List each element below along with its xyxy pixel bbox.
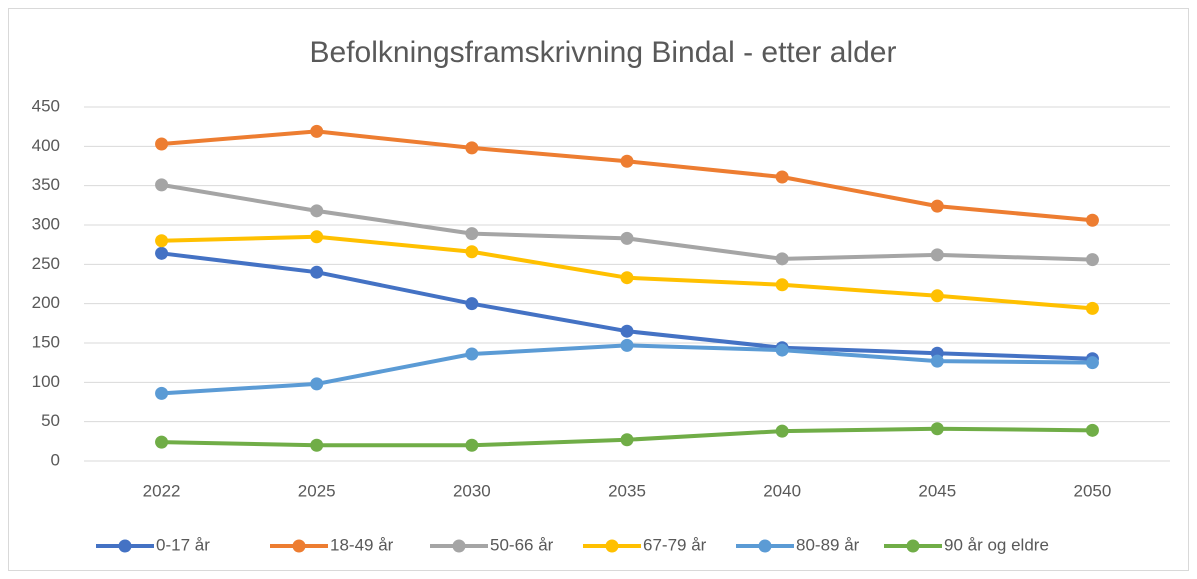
y-tick-label: 100: [32, 372, 60, 391]
x-tick-label: 2040: [763, 481, 801, 500]
data-point: [465, 141, 479, 155]
y-tick-label: 350: [32, 175, 60, 194]
chart-title: Befolkningsframskrivning Bindal - etter …: [310, 36, 897, 69]
data-point: [155, 137, 169, 151]
legend-marker: [118, 539, 132, 553]
data-point: [620, 271, 634, 285]
data-point: [310, 204, 324, 218]
data-point: [775, 278, 789, 292]
data-point: [775, 170, 789, 184]
data-point: [465, 438, 479, 452]
y-tick-label: 50: [41, 411, 60, 430]
data-point: [310, 124, 324, 138]
legend-label: 0-17 år: [156, 535, 210, 554]
data-point: [310, 377, 324, 391]
legend-marker: [906, 539, 920, 553]
y-tick-label: 250: [32, 254, 60, 273]
data-point: [465, 297, 479, 311]
data-point: [620, 324, 634, 338]
legend-label: 50-66 år: [490, 535, 554, 554]
data-point: [620, 433, 634, 447]
data-point: [1085, 253, 1099, 267]
data-point: [620, 231, 634, 245]
data-point: [155, 435, 169, 449]
data-point: [155, 386, 169, 400]
data-point: [155, 234, 169, 248]
y-tick-label: 300: [32, 214, 60, 233]
data-point: [465, 245, 479, 259]
data-point: [620, 338, 634, 352]
data-point: [1085, 213, 1099, 227]
data-point: [620, 154, 634, 168]
x-tick-label: 2025: [298, 481, 336, 500]
data-point: [310, 438, 324, 452]
x-tick-label: 2045: [918, 481, 956, 500]
data-point: [1085, 301, 1099, 315]
chart-border: [8, 8, 1189, 571]
data-point: [310, 230, 324, 244]
y-tick-label: 150: [32, 332, 60, 351]
legend-marker: [452, 539, 466, 553]
data-point: [775, 424, 789, 438]
y-tick-label: 400: [32, 136, 60, 155]
legend-marker: [605, 539, 619, 553]
legend-marker: [292, 539, 306, 553]
data-point: [155, 246, 169, 260]
y-tick-label: 0: [51, 450, 60, 469]
x-tick-label: 2035: [608, 481, 646, 500]
data-point: [465, 227, 479, 241]
y-tick-label: 450: [32, 96, 60, 115]
data-point: [310, 265, 324, 279]
data-point: [1085, 356, 1099, 370]
legend-label: 90 år og eldre: [944, 535, 1049, 554]
legend-marker: [758, 539, 772, 553]
x-tick-label: 2022: [143, 481, 181, 500]
data-point: [775, 343, 789, 357]
data-point: [930, 289, 944, 303]
data-point: [1085, 423, 1099, 437]
data-point: [930, 248, 944, 262]
x-tick-label: 2050: [1074, 481, 1112, 500]
data-point: [155, 178, 169, 192]
data-point: [775, 252, 789, 266]
x-tick-label: 2030: [453, 481, 491, 500]
data-point: [930, 354, 944, 368]
y-tick-label: 200: [32, 293, 60, 312]
legend-label: 18-49 år: [330, 535, 394, 554]
data-point: [930, 422, 944, 436]
data-point: [465, 347, 479, 361]
legend-label: 80-89 år: [796, 535, 860, 554]
legend-label: 67-79 år: [643, 535, 707, 554]
data-point: [930, 199, 944, 213]
